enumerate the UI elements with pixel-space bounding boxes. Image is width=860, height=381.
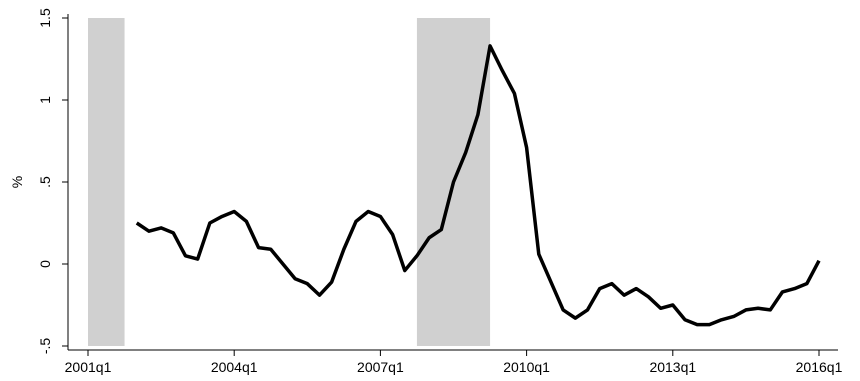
x-tick-label: 2016q1 (796, 359, 843, 375)
shaded-region (88, 18, 125, 346)
y-tick-label: 1.5 (37, 8, 53, 28)
y-tick-label: 0 (37, 260, 53, 268)
y-tick-label: .5 (37, 176, 53, 188)
y-tick-label: -.5 (37, 338, 53, 355)
line-series (135, 44, 821, 327)
x-tick-label: 2004q1 (211, 359, 258, 375)
y-tick-label: 1 (37, 96, 53, 104)
y-axis-label: % (9, 176, 25, 188)
x-tick-label: 2007q1 (357, 359, 404, 375)
x-tick-label: 2010q1 (503, 359, 550, 375)
x-tick-label: 2013q1 (649, 359, 696, 375)
x-tick-label: 2001q1 (65, 359, 112, 375)
